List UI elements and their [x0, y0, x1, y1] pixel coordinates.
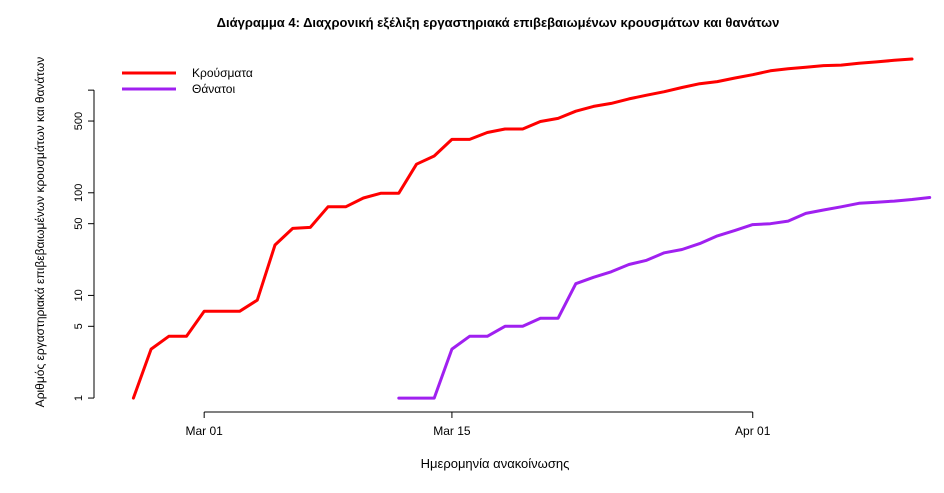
x-axis-label: Ημερομηνία ανακοίνωσης — [421, 456, 570, 471]
y-axis-label: Αριθμός εργαστηριακά επιβεβαιωμένων κρου… — [33, 57, 47, 408]
y-tick-label: 5 — [73, 323, 85, 329]
legend-label: Θάνατοι — [192, 82, 235, 96]
series-line-cases — [131, 57, 914, 400]
y-tick-label: 10 — [73, 289, 85, 301]
legend-label: Κρούσματα — [192, 66, 253, 80]
y-tick-label: 50 — [73, 218, 85, 230]
x-tick-label: Apr 01 — [735, 424, 771, 438]
series-layer — [131, 57, 932, 400]
x-axis: Mar 01 Mar 15 Apr 01 — [185, 411, 771, 438]
y-tick-label: 1 — [73, 395, 85, 401]
series-line-deaths — [397, 196, 932, 400]
x-tick-label: Mar 15 — [433, 424, 471, 438]
legend: Κρούσματα Θάνατοι — [122, 66, 253, 96]
y-axis: 1 5 10 50 100 500 — [73, 89, 95, 401]
x-tick-label: Mar 01 — [185, 424, 223, 438]
y-tick-label: 500 — [73, 112, 85, 130]
chart-title: Διάγραμμα 4: Διαχρονική εξέλιξη εργαστηρ… — [217, 15, 780, 30]
y-tick-label: 100 — [73, 184, 85, 202]
